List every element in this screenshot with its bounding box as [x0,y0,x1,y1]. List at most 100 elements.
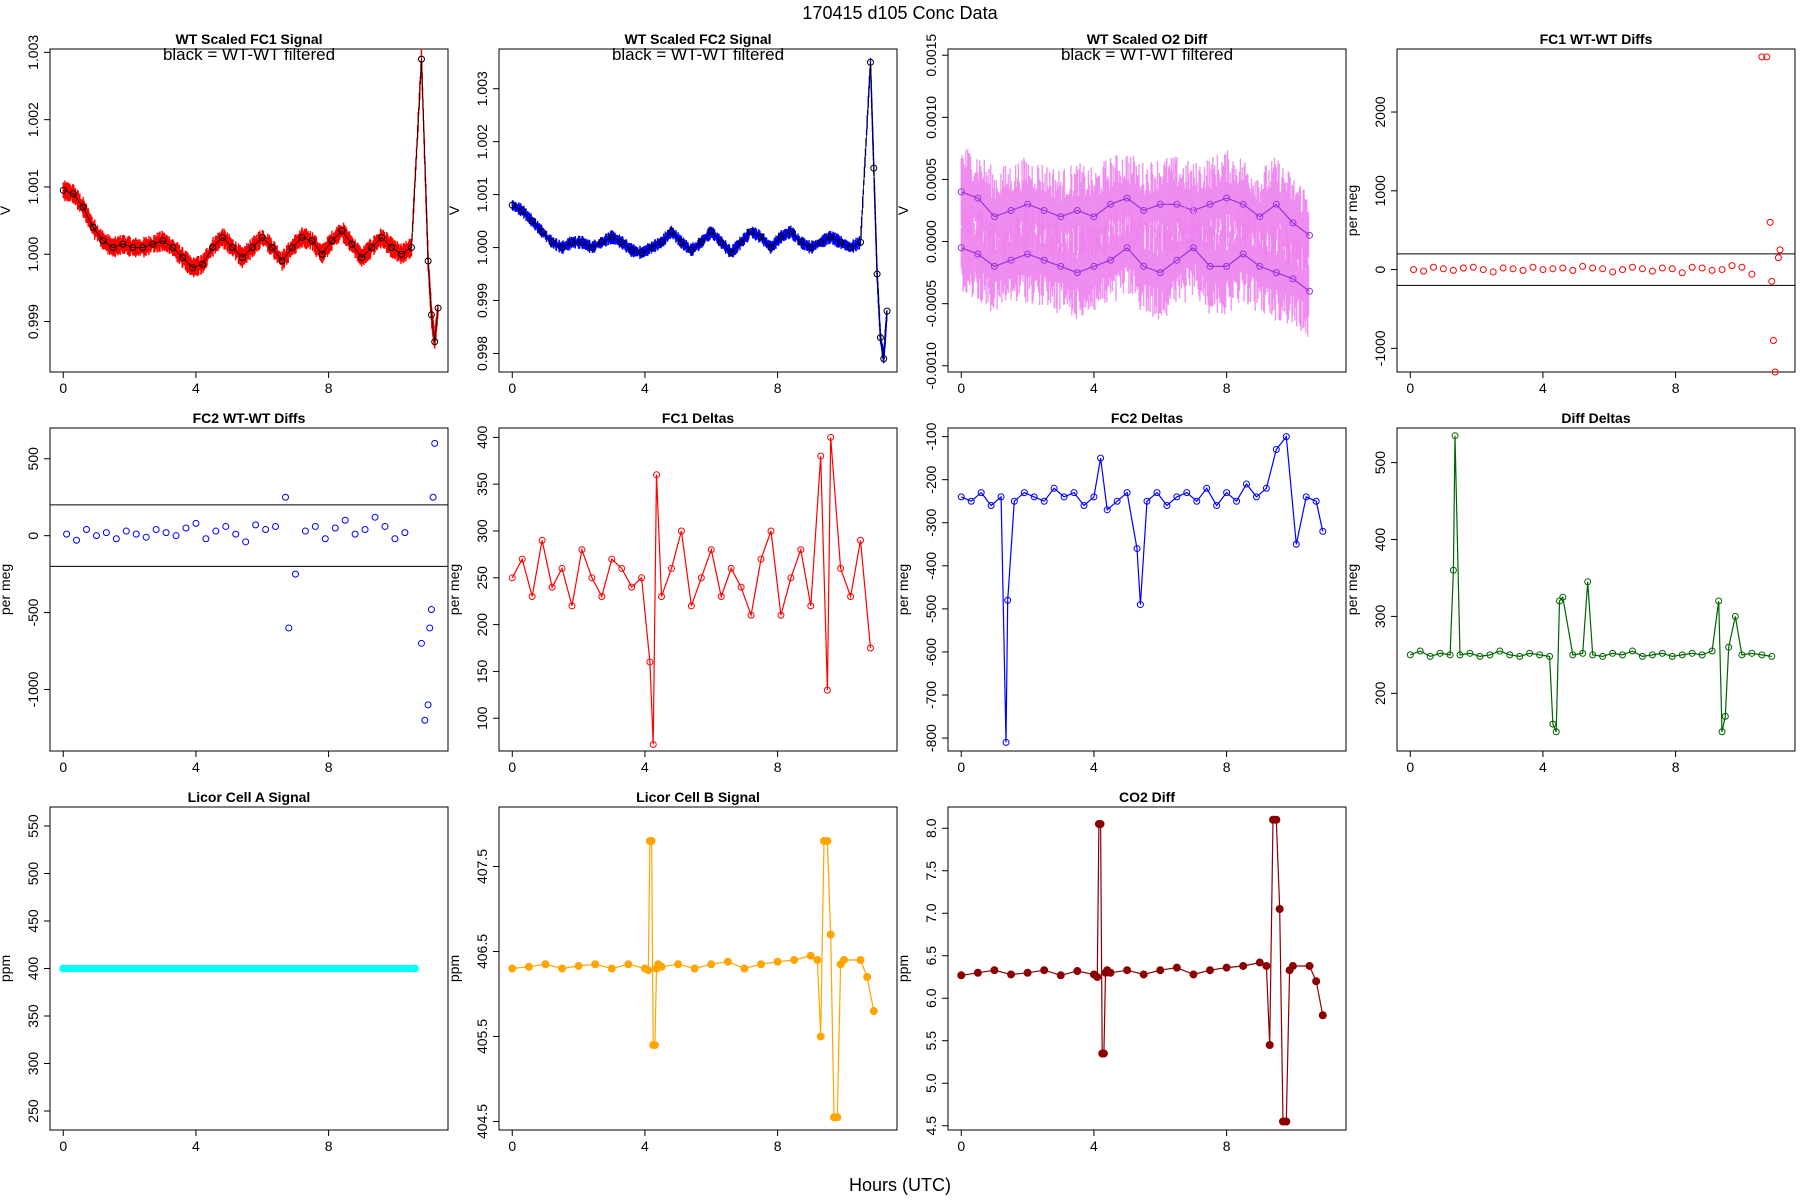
data-point [857,238,865,246]
data-point [1539,266,1547,274]
data-point [1449,566,1457,574]
data-point [1073,269,1081,277]
data-point [112,535,120,543]
data-point [1638,652,1646,660]
plot-frame [947,48,1347,373]
data-point [1193,497,1201,505]
data-point [957,244,965,252]
data-point [737,583,745,591]
y-tick-label: -700 [923,681,939,709]
data-point [1476,652,1484,660]
data-point [1718,266,1726,274]
y-tick-label: 0.0005 [923,158,939,201]
y-tick-label: 1.000 [25,237,41,272]
data-point [790,956,799,964]
data-point [301,527,309,535]
data-point [424,701,432,709]
data-point [777,611,785,619]
x-tick-label: 8 [1223,759,1231,775]
data-point [1312,497,1320,505]
data-point [1096,820,1105,828]
data-point [1459,264,1467,272]
data-point [508,574,516,582]
panel-fc1_deltas: FC1 Deltas per meg 0 4 8 100 150 200 250 300 350 40… [446,410,898,775]
data-point [847,244,855,252]
panel-fc2_wtwt_diffs: FC2 WT-WT Diffs per meg 0 4 8 -1000 -500 0 500 [0,410,449,775]
data-point [1648,651,1656,659]
data-point [1040,966,1049,975]
x-tick-label: 4 [192,759,200,775]
x-tick-label: 8 [325,380,333,396]
plot-frame [498,806,898,1131]
data-point [1506,651,1514,659]
data-point [398,250,406,258]
data-point [797,546,805,554]
x-tick-label: 8 [1223,380,1231,396]
data-point [524,962,533,971]
x-tick-label: 8 [1672,380,1680,396]
data-point [1265,1041,1274,1049]
y-tick-label: 0.0010 [923,96,939,139]
data-point [578,238,586,246]
data-point [152,526,160,534]
data-point [1516,652,1524,660]
data-point [813,956,822,964]
data-point [321,535,329,543]
x-tick-label: 0 [508,759,516,775]
data-point [179,254,187,262]
data-point [308,237,316,245]
data-point [747,611,755,619]
y-tick-label: 350 [25,1004,41,1028]
data-point [1223,194,1231,202]
data-point [1139,970,1148,979]
data-point [1715,597,1723,605]
data-point [1256,213,1264,221]
y-tick-label: 150 [474,660,490,684]
data-point [424,257,432,265]
data-point [538,536,546,544]
plot-area [59,964,419,973]
data-point [647,837,656,845]
panel-licor_cell_a: Licor Cell A Signal ppm 0 4 8 250 300 350 400 450… [0,789,449,1154]
panel-title: FC2 Deltas [1111,410,1184,426]
data-point [1766,218,1774,226]
data-point [1599,652,1607,660]
data-point [833,1113,842,1122]
x-tick-label: 0 [1406,380,1414,396]
data-point [990,966,999,975]
plot-frame [1396,48,1796,373]
plot-area [1410,53,1784,376]
data-point [548,238,556,246]
data-point [687,246,695,254]
x-tick-label: 8 [325,1138,333,1154]
data-point [1289,219,1297,227]
data-point [1090,262,1098,270]
data-point [737,238,745,246]
data-point [1057,262,1065,270]
y-axis-label: per meg [0,564,13,615]
data-point [1536,651,1544,659]
data-point [1173,256,1181,264]
data-point [817,238,825,246]
data-point [1288,961,1297,970]
data-point [957,188,965,196]
data-point [318,250,326,258]
data-point [1638,265,1646,273]
data-point [89,223,97,231]
data-point [697,238,705,246]
data-point [1123,489,1131,497]
data-point [856,956,865,964]
data-point [1213,502,1221,510]
plot-area [59,49,442,349]
data-point [1090,213,1098,221]
y-tick-label: 250 [474,566,490,590]
y-tick-label: 400 [1372,528,1388,552]
data-point [1519,266,1527,274]
y-axis-label: V [895,205,911,215]
y-tick-label: 1.002 [474,124,490,159]
data-point [1768,652,1776,660]
y-tick-label: 0.0000 [923,220,939,263]
data-point [807,244,815,252]
data-point [1312,977,1321,986]
